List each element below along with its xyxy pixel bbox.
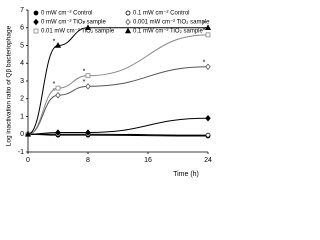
marker: [24, 130, 32, 137]
legend-marker: [124, 27, 132, 34]
marker: [205, 132, 211, 138]
legend-marker: [33, 28, 39, 34]
legend-marker: [33, 10, 39, 16]
x-tick-label: 24: [204, 157, 212, 164]
x-axis-label: Time (h): [173, 171, 199, 178]
marker: [84, 24, 92, 30]
x-tick-label: 8: [86, 157, 90, 164]
y-tick-label: 4: [20, 60, 24, 67]
significance-marker: *: [83, 79, 86, 86]
series-line: [28, 133, 209, 136]
significance-marker: *: [53, 88, 56, 95]
legend-marker: [33, 18, 39, 26]
marker: [55, 85, 61, 91]
significance-marker: *: [83, 21, 86, 28]
marker: [205, 32, 211, 38]
legend-label: 0.01 mW cm⁻² TiO₂ sample: [41, 29, 115, 35]
series-line: [27, 34, 209, 135]
significance-marker: *: [203, 28, 206, 35]
x-tick-label: 16: [144, 157, 152, 164]
series-line: [27, 27, 208, 135]
significance-marker: *: [53, 38, 56, 45]
y-tick-label: -1: [18, 149, 24, 156]
y-tick-label: 6: [20, 25, 24, 32]
chart: Time (h) Log inactivation ratio of Qβ ba…: [6, 7, 212, 178]
marker: [85, 73, 91, 79]
x-tick-label: 0: [26, 157, 30, 164]
y-tick-label: 5: [20, 42, 24, 49]
y-tick-label: 0: [20, 131, 24, 138]
series-line: [27, 133, 209, 137]
marker: [204, 24, 212, 30]
series-line: [27, 117, 209, 135]
marker: [205, 63, 211, 71]
marker: [55, 129, 61, 136]
legend-label: 0.1 mW cm⁻² Control: [133, 11, 190, 17]
marker: [205, 115, 211, 122]
marker: [55, 91, 61, 99]
legend-label: 0.001 mW cm⁻² TiO₂ sample: [133, 20, 210, 26]
significance-marker: *: [203, 60, 206, 67]
y-tick-label: 7: [20, 7, 24, 14]
legend-marker: [125, 18, 131, 26]
significance-marker: *: [83, 69, 86, 76]
significance-marker: *: [53, 81, 56, 88]
legend-label: 0.1 mW cm⁻² TiO₂ sample: [133, 29, 204, 35]
series-line: [27, 66, 209, 135]
marker: [85, 129, 91, 136]
y-tick-label: 1: [20, 113, 24, 120]
legend-marker: [125, 10, 131, 16]
y-axis-label: Log inactivation ratio of Qβ bacteriopha…: [6, 25, 13, 146]
legend-label: 0 mW cm⁻² Control: [41, 11, 93, 17]
marker: [85, 83, 91, 90]
y-tick-label: 2: [20, 96, 24, 103]
significance-marker: *: [203, 21, 206, 28]
y-tick-label: 3: [20, 78, 24, 85]
marker: [54, 42, 62, 48]
legend-label: 0 mW cm⁻² TiO₂ sample: [41, 20, 106, 26]
